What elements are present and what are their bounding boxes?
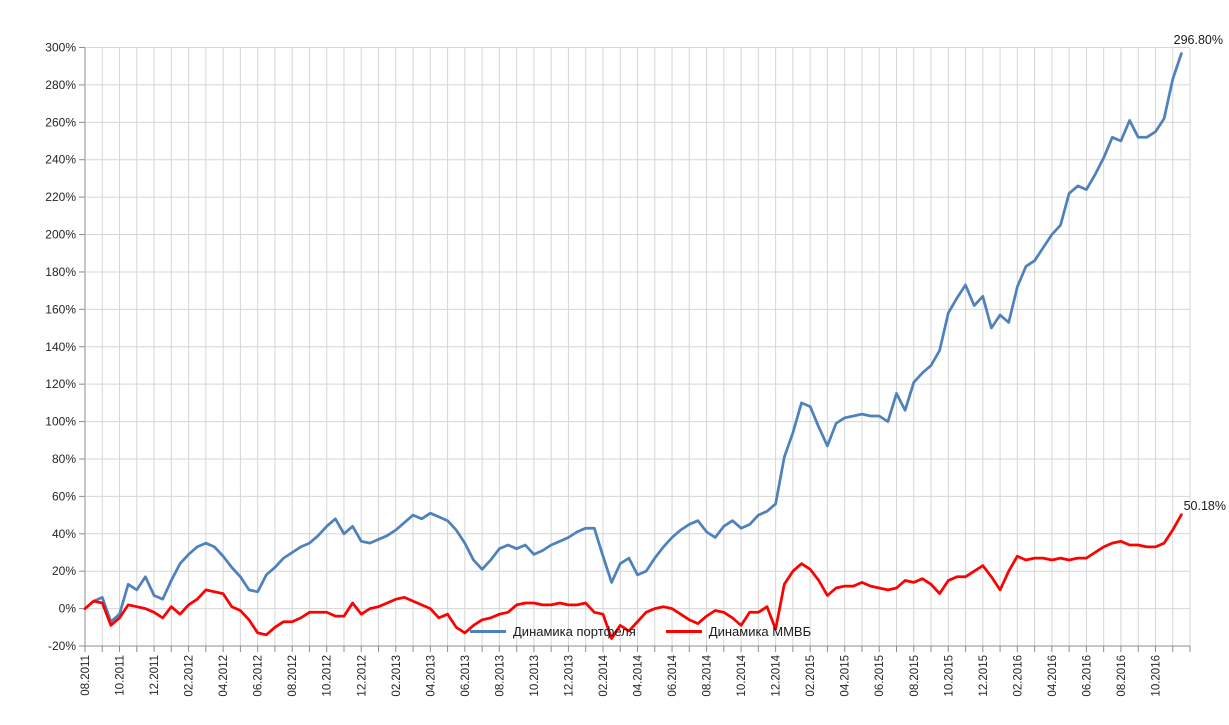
x-tick-label: 02.2016: [1012, 655, 1024, 697]
x-tick-label: 08.2013: [494, 655, 506, 697]
x-tick-label: 06.2014: [667, 654, 679, 696]
micex-line-swatch-icon: [665, 630, 702, 633]
x-tick-label: 04.2012: [218, 655, 230, 697]
portfolio-final-value-label: 296.80%: [1173, 33, 1223, 47]
x-tick-label: 06.2012: [253, 655, 265, 697]
y-tick-label: 100%: [45, 415, 76, 429]
x-tick-label: 08.2011: [80, 655, 92, 696]
y-tick-label: 180%: [45, 265, 76, 279]
y-tick-label: 220%: [45, 190, 76, 204]
x-tick-label: 10.2016: [1150, 655, 1162, 697]
x-tick-label: 04.2014: [633, 654, 645, 696]
x-tick-label: 12.2011: [149, 655, 161, 696]
x-tick-label: 12.2012: [356, 655, 368, 697]
y-tick-label: 120%: [45, 377, 76, 391]
x-tick-label: 12.2015: [978, 655, 990, 697]
x-tick-label: 04.2016: [1047, 655, 1059, 697]
x-tick-label: 06.2013: [460, 655, 472, 697]
y-tick-label: 20%: [52, 564, 76, 578]
legend-label-portfolio: Динамика портфеля: [513, 624, 636, 639]
y-tick-label: 40%: [52, 527, 76, 541]
x-tick-label: 12.2014: [771, 654, 783, 696]
x-tick-label: 08.2014: [702, 654, 714, 696]
micex-final-value-label: 50.18%: [1183, 499, 1226, 513]
legend-item-portfolio: Динамика портфеля: [470, 624, 636, 639]
x-tick-label: 08.2015: [909, 655, 921, 697]
x-tick-label: 10.2011: [115, 655, 127, 696]
x-tick-label: 02.2014: [598, 654, 610, 696]
x-tick-label: 08.2012: [287, 655, 299, 697]
x-tick-label: 10.2014: [736, 654, 748, 696]
micex-series-line: [83, 513, 1183, 640]
chart-legend: Динамика портфеля Динамика ММВБ: [470, 624, 811, 639]
x-tick-label: 04.2013: [425, 655, 437, 697]
y-tick-label: 0%: [59, 602, 77, 616]
x-tick-label: 10.2013: [529, 655, 541, 697]
x-tick-label: 02.2013: [391, 655, 403, 697]
y-tick-label: 240%: [45, 153, 76, 167]
y-tick-label: 200%: [45, 228, 76, 242]
legend-label-micex: Динамика ММВБ: [708, 624, 812, 639]
y-tick-label: 60%: [52, 489, 76, 503]
y-tick-label: 160%: [45, 302, 76, 316]
x-tick-label: 04.2015: [840, 655, 852, 697]
y-tick-label: 280%: [45, 78, 76, 92]
x-tick-label: 06.2015: [874, 655, 886, 697]
y-tick-label: 140%: [45, 340, 76, 354]
x-tick-label: 06.2016: [1081, 655, 1093, 697]
x-tick-label: 12.2013: [563, 655, 575, 697]
y-tick-label: 260%: [45, 115, 76, 129]
x-tick-label: 10.2012: [322, 655, 334, 697]
y-tick-label: -20%: [48, 639, 76, 653]
x-tick-label: 02.2012: [184, 655, 196, 697]
portfolio-line-swatch-icon: [470, 630, 506, 633]
x-tick-label: 02.2015: [805, 655, 817, 697]
portfolio-series-line: [83, 52, 1183, 624]
x-tick-label: 08.2016: [1116, 655, 1128, 697]
legend-item-micex: Динамика ММВБ: [665, 624, 812, 639]
y-tick-label: 80%: [52, 452, 76, 466]
x-tick-label: 10.2015: [943, 655, 955, 697]
y-tick-label: 300%: [45, 41, 76, 55]
